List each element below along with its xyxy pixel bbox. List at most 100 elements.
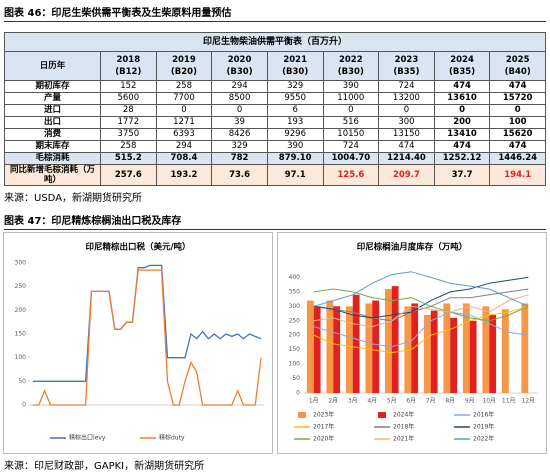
table-cell: 10150 [322,128,380,141]
header-row: 日历年 2018 (B12) 2019 (B20) 2020 (B30) 2021 (B30) 2… [4,51,546,81]
y-tick-label: 0 [296,390,300,397]
table-row: 期初库存 152 258 294 329 390 724 474 474 [4,80,546,93]
table-cell: 73.6 [211,164,268,186]
legend-swatch [298,412,306,418]
bar [306,300,314,393]
table-cell: 724 [322,140,380,153]
legend-label: 2018年 [393,423,414,431]
table-cell: 708.4 [155,152,213,165]
table-cell: 1271 [155,116,213,129]
table-cell: 1252.12 [433,152,491,165]
table-cell: 390 [322,80,380,93]
chart: 印尼精棕出口税（美元/吨） 0 50 100 150 200 250 300 精棕出口levy 精… [3,232,273,454]
table-cell: 193.2 [155,164,213,186]
x-tick-label: 7月 [426,398,436,405]
table-block: 印尼生物柴油供需平衡表（百万升） 日历年 2018 (B12) 2019 (B20) 202… [4,32,546,186]
header-blend: (B30) [282,67,309,77]
header-year: 2021 [283,55,308,65]
bar [450,317,458,393]
table-cell: 39 [211,116,268,129]
line [313,311,529,348]
table-cell: 724 [378,80,435,93]
x-tick-label: 11月 [502,398,516,405]
bar [326,300,334,393]
legend-label: 2016年 [473,411,494,419]
header-year: 2024 [450,55,474,65]
y-tick-label: 300 [15,260,27,267]
row-label: 毛棕消耗 [4,152,101,165]
table-cell: 1004.70 [322,152,380,165]
table-cell: 200 [433,116,491,129]
legend-label: 2024年 [393,411,414,419]
bar [384,289,392,393]
row-label: 进口 [4,104,101,117]
table-cell: 474 [378,140,435,153]
table-row: 进口 28 0 0 6 0 0 0 0 [4,104,546,117]
x-tick-label: 8月 [445,398,455,405]
table-cell: 15720 [489,92,546,105]
bar [443,303,451,393]
table-cell: 390 [266,140,324,153]
balance-table: 印尼生物柴油供需平衡表（百万升） 日历年 2018 (B12) 2019 (B20) 202… [4,32,546,186]
bar [521,303,529,393]
source-note: 来源：印尼财政部，GAPKI，新湖期货研究所 [4,461,205,472]
table-cell: 515.2 [100,152,157,165]
table-row: 期末库存 258 294 329 390 724 474 474 474 [4,140,546,153]
line [313,305,529,354]
y-tick-label: 100 [15,354,27,361]
row-label: 出口 [4,116,101,129]
table-cell: 1214.40 [378,152,435,165]
header-blend: (B12) [115,67,142,77]
table-cell: 294 [211,80,268,93]
table-cell: 0 [322,104,380,117]
line [313,271,529,307]
table-cell: 474 [489,80,546,93]
header-cell: 2021 (B30) [266,51,324,81]
table-cell: 879.10 [266,152,324,165]
x-tick-label: 5月 [387,398,397,405]
figure-caption: 图表 46：印尼生柴供需平衡表及生柴原料用量预估 [4,4,546,22]
table-cell: 37.7 [433,164,491,186]
charts: 印尼精棕出口税（美元/吨） 0 50 100 150 200 250 300 精棕出口levy 精… [3,232,547,454]
row-label: 期初库存 [4,80,101,93]
header-cell: 2024 (B35) [433,51,491,81]
header-cell: 2025 (B40) [489,51,546,81]
bar [333,306,341,393]
bar [391,286,399,393]
bar [372,300,380,393]
table-cell: 258 [100,140,157,153]
y-tick-label: 150 [289,346,301,353]
bar [411,303,419,393]
y-tick-label: 100 [289,361,301,368]
table-row: 出口 1772 1271 39 193 516 300 200 100 [4,116,546,129]
bar [469,320,477,393]
table-cell: 13410 [433,128,491,141]
table-cell: 329 [211,140,268,153]
table-row: 同比新增毛棕消耗（万吨） 257.6 193.2 73.6 97.1 125.6 209.7… [4,164,546,186]
x-tick-label: 9月 [465,398,475,405]
header-blend: (B40) [504,67,531,77]
bar [365,303,373,393]
legend-label: 2021年 [393,435,414,443]
header-year: 2022 [338,55,363,65]
table-row: 消费 3750 6393 8426 9296 10150 13150 13410 15620 [4,128,546,141]
table-cell: 125.6 [322,164,380,186]
table-cell: 13200 [378,92,435,105]
y-tick-label: 250 [15,283,27,290]
bar [404,306,412,393]
table-cell: 258 [155,80,213,93]
line [32,269,262,406]
y-tick-label: 250 [289,317,301,324]
table-cell: 0 [155,104,213,117]
table-cell: 474 [433,140,491,153]
bar [462,303,470,393]
bar [345,306,353,393]
table-cell: 15620 [489,128,546,141]
table-cell: 8500 [211,92,268,105]
y-tick-label: 50 [18,378,26,385]
table-cell: 0 [211,104,268,117]
table-cell: 0 [378,104,435,117]
source-note: 来源：USDA，新湖期货研究所 [4,193,143,204]
bar [352,294,360,393]
